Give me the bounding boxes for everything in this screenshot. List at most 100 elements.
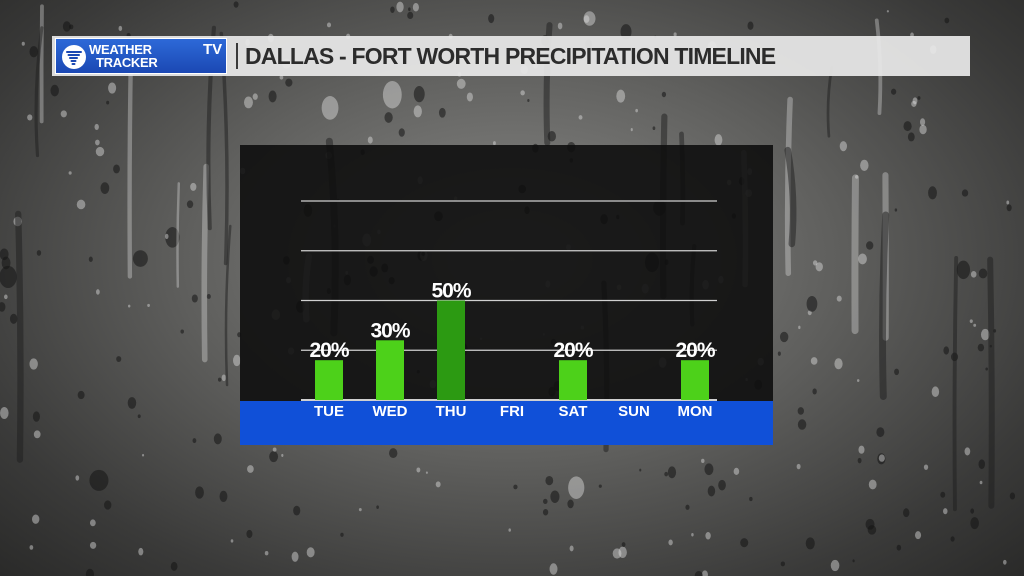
raindrop: [630, 128, 633, 132]
raindrop: [894, 208, 898, 212]
raindrop: [243, 96, 253, 109]
raindrop: [221, 374, 227, 382]
raindrop: [970, 508, 975, 514]
raindrop: [635, 108, 638, 113]
raindrop: [527, 99, 530, 103]
raindrop: [836, 295, 842, 302]
raindrop: [612, 548, 622, 559]
raindrop: [95, 289, 100, 295]
raindrop: [389, 448, 398, 459]
raindrop: [413, 86, 425, 103]
raindrop: [667, 466, 677, 479]
raindrop: [132, 250, 148, 267]
day-band: [240, 401, 773, 445]
raindrop: [488, 14, 495, 24]
precipitation-chart: 20% 30% 50% 20% 20% TUE WED THU FRI SAT SUN MON: [240, 200, 773, 445]
raindrop: [834, 358, 843, 370]
raindrop: [970, 271, 977, 278]
raindrop: [75, 475, 80, 481]
raindrop: [127, 397, 137, 409]
raindrop: [639, 468, 642, 472]
header-bar: WEATHER TRACKER TV DALLAS - FORT WORTH P…: [52, 36, 970, 76]
raindrop: [964, 447, 971, 456]
bar-wed: [376, 340, 404, 400]
raindrop: [89, 541, 97, 549]
raindrop: [567, 499, 574, 509]
raindrop: [545, 475, 554, 486]
raindrop: [886, 10, 889, 13]
raindrop: [890, 88, 897, 95]
raindrop: [291, 551, 299, 562]
bar-sat: [559, 360, 587, 400]
raindrop: [907, 132, 915, 142]
raindrop: [435, 481, 441, 488]
raindrop: [36, 250, 42, 256]
precipitation-chart-panel: 20% 30% 50% 20% 20% TUE WED THU FRI SAT SUN MON: [240, 145, 773, 445]
raindrop: [543, 498, 548, 505]
gridlines: [301, 200, 717, 401]
raindrop: [1, 256, 11, 270]
raindrop: [27, 114, 33, 121]
raindrop: [108, 82, 117, 94]
raindrop: [416, 467, 421, 473]
raindrop: [978, 459, 986, 470]
raindrop: [704, 463, 714, 476]
raindrop: [407, 11, 414, 20]
rain-streak: [952, 255, 959, 512]
rain-streak: [224, 224, 232, 387]
logo-text-tracker: TRACKER: [96, 55, 158, 70]
raindrop: [29, 545, 34, 550]
raindrop: [29, 358, 38, 370]
bars: [315, 300, 709, 400]
raindrop: [866, 241, 874, 250]
raindrop: [707, 485, 716, 497]
raindrop: [931, 386, 940, 398]
raindrop: [812, 260, 818, 266]
raindrop: [852, 559, 855, 563]
raindrop: [396, 1, 404, 13]
raindrop: [213, 433, 222, 445]
raindrop: [714, 134, 723, 146]
raindrop: [438, 107, 446, 118]
raindrop: [621, 542, 626, 547]
raindrop: [977, 343, 985, 352]
data-label-thu: 50%: [431, 280, 471, 303]
raindrop: [29, 46, 39, 58]
raindrop: [812, 388, 817, 395]
data-label-mon: 20%: [675, 339, 715, 362]
raindrop: [408, 7, 411, 12]
day-label-sun: SUN: [618, 403, 650, 420]
raindrop: [165, 227, 180, 248]
rain-streak: [784, 96, 793, 277]
data-label-wed: 30%: [370, 319, 410, 342]
raindrop: [69, 24, 74, 30]
raindrop: [1006, 204, 1012, 212]
raindrop: [68, 171, 72, 175]
raindrop: [376, 505, 379, 510]
raindrop: [104, 500, 112, 510]
header-divider: [236, 43, 238, 69]
raindrop: [740, 538, 749, 548]
raindrop: [550, 490, 560, 503]
raindrop: [798, 325, 801, 330]
raindrop: [568, 476, 585, 499]
raindrop: [272, 447, 277, 452]
logo-text-weather: WEATHER: [89, 42, 152, 57]
raindrop: [652, 126, 656, 131]
raindrop: [815, 262, 823, 272]
raindrop: [943, 346, 950, 355]
rain-streak: [826, 66, 834, 138]
raindrop: [0, 302, 6, 312]
raindrop: [246, 529, 253, 539]
raindrop: [914, 531, 922, 540]
raindrop: [950, 536, 955, 542]
raindrop: [390, 6, 395, 13]
raindrop: [76, 199, 86, 210]
raindrop: [285, 78, 293, 87]
raindrop: [508, 528, 511, 532]
raindrop: [31, 514, 40, 524]
raindrop: [164, 233, 169, 239]
raindrop: [1006, 200, 1010, 205]
bar-mon: [681, 360, 709, 400]
raindrop: [466, 92, 473, 102]
